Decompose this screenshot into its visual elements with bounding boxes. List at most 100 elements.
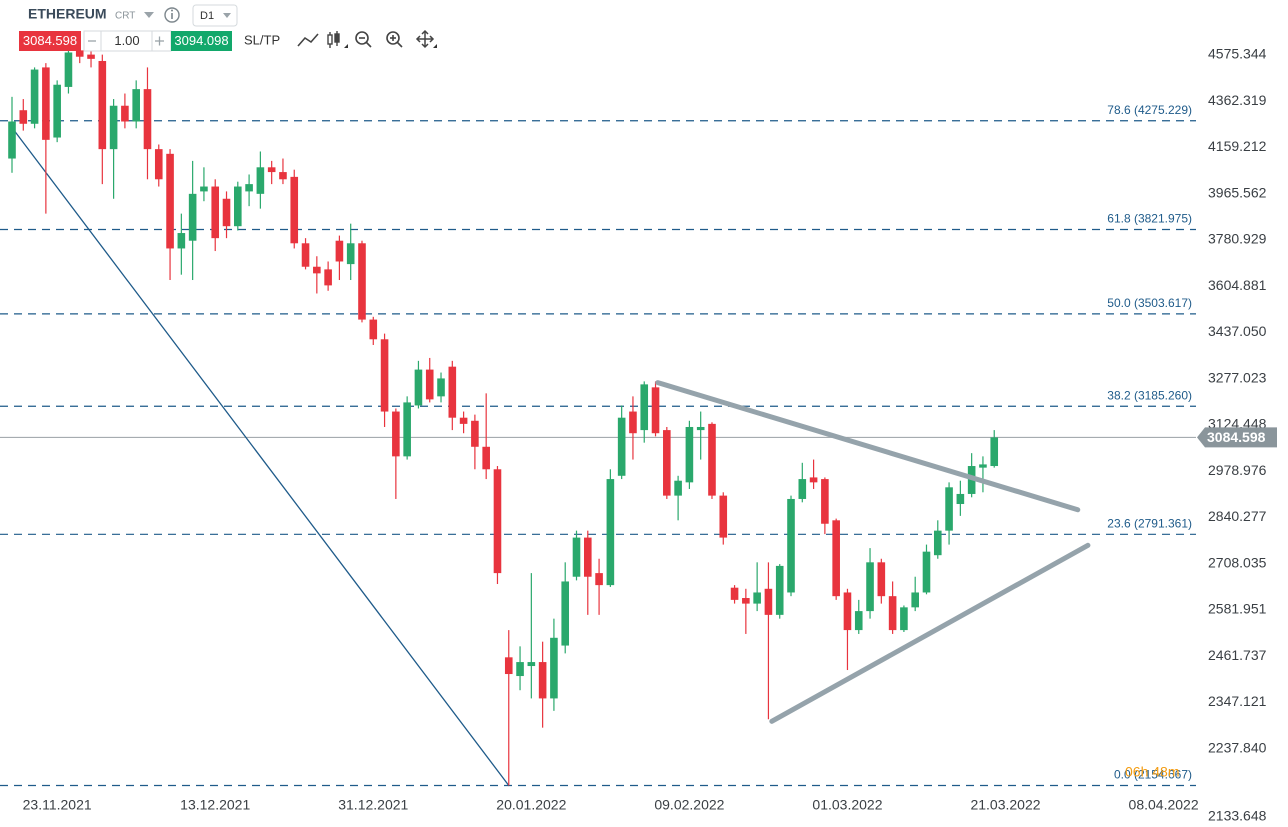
candle-body — [403, 402, 411, 457]
candle-body — [629, 411, 637, 434]
y-tick-label: 2133.648 — [1208, 808, 1267, 824]
candle-body — [245, 184, 253, 192]
sell-price: 3084.598 — [23, 33, 77, 48]
trend-line — [655, 380, 1081, 513]
line-chart-icon[interactable] — [297, 33, 319, 47]
candle-body — [595, 573, 603, 586]
candle-body — [482, 446, 490, 470]
y-tick-label: 2347.121 — [1208, 693, 1267, 709]
trend-line — [11, 127, 510, 787]
x-tick-label: 21.03.2022 — [970, 797, 1040, 813]
candle-body — [651, 387, 660, 434]
candle-body — [719, 495, 728, 538]
info-icon-dot — [171, 9, 173, 12]
candle-body — [538, 662, 547, 699]
candle-body — [143, 89, 152, 150]
candle-body — [188, 193, 197, 241]
price-marker-label: 3084.598 — [1207, 429, 1266, 445]
x-tick-label: 13.12.2021 — [180, 797, 250, 813]
plot-area: 78.6 (4275.229) 61.8 (3821.975) 50.0 (3503… — [0, 41, 1277, 824]
candle-body — [267, 167, 276, 173]
y-tick-label: 2840.277 — [1208, 508, 1267, 524]
corner-mark — [433, 44, 437, 48]
candle-body — [64, 52, 73, 87]
y-tick-label: 2461.737 — [1208, 647, 1267, 663]
candle-body — [809, 477, 818, 483]
candle-body — [504, 657, 513, 675]
candle-body — [177, 233, 186, 249]
candle-body — [561, 581, 570, 646]
candle-icon[interactable] — [327, 31, 340, 48]
candle-body — [471, 420, 479, 447]
candle-body — [53, 84, 61, 138]
candle-body — [313, 266, 321, 274]
zoom-out-icon[interactable] — [355, 31, 372, 48]
sltp-button[interactable]: SL/TP — [244, 32, 280, 47]
x-tick-label: 08.04.2022 — [1129, 797, 1199, 813]
trend-line — [769, 542, 1091, 724]
fib-level-label: 38.2 (3185.260) — [1107, 388, 1192, 402]
candle-body — [234, 186, 242, 227]
candle-body — [922, 551, 931, 593]
candle-body — [787, 498, 795, 593]
candle-body — [132, 89, 140, 122]
candle-body — [583, 537, 592, 577]
sell-button[interactable] — [19, 31, 81, 51]
candle-body — [42, 67, 50, 140]
candle-body — [640, 384, 649, 431]
candle-body — [87, 54, 95, 59]
candle-body — [75, 50, 84, 57]
candle-body — [19, 110, 28, 124]
y-tick-label: 4575.344 — [1208, 46, 1267, 62]
candle-body — [956, 493, 965, 505]
candle-body — [572, 537, 581, 577]
candle-body — [854, 611, 863, 631]
fib-level-label: 78.6 (4275.229) — [1107, 103, 1192, 117]
timeframe: D1 — [200, 10, 214, 22]
candle-body — [764, 588, 773, 615]
x-tick-label: 09.02.2022 — [654, 797, 724, 813]
candle-body — [900, 607, 908, 631]
candle-body — [753, 592, 761, 604]
buy-button[interactable] — [171, 31, 232, 51]
candle-body — [617, 417, 626, 476]
candle-body — [437, 378, 445, 397]
y-tick-label: 2708.035 — [1208, 554, 1267, 570]
candle-body — [708, 423, 716, 496]
x-tick-label: 31.12.2021 — [338, 797, 408, 813]
y-tick-label: 4362.319 — [1208, 92, 1267, 108]
candle-body — [775, 565, 784, 615]
candle-body — [979, 464, 987, 468]
candle-body — [301, 243, 310, 267]
candle-body — [832, 520, 840, 597]
timeframe-caret — [223, 13, 231, 18]
dropdown-icon[interactable] — [144, 12, 154, 18]
candle-body — [843, 592, 852, 631]
y-tick-label: 2978.976 — [1208, 462, 1267, 478]
y-tick-label: 3780.929 — [1208, 231, 1267, 247]
symbol[interactable]: ETHEREUM — [28, 6, 107, 22]
price-marker — [1197, 427, 1277, 448]
candle-body — [674, 480, 682, 496]
symbol-tag: CRT — [115, 11, 135, 22]
zoom-in-icon[interactable] — [386, 31, 403, 48]
candle-body — [369, 319, 378, 340]
info-icon[interactable] — [164, 7, 180, 23]
move-icon[interactable] — [415, 29, 435, 49]
candle-body — [324, 269, 332, 286]
candle-body — [798, 479, 807, 499]
timeframe-box[interactable] — [192, 4, 238, 27]
y-tick-label: 3604.881 — [1208, 277, 1267, 293]
corner-mark — [344, 44, 348, 48]
x-tick-label: 23.11.2021 — [23, 797, 92, 813]
candle-body — [279, 172, 287, 180]
y-tick-label: 2237.840 — [1208, 739, 1267, 755]
volume: 1.00 — [114, 33, 139, 48]
candle-body — [121, 105, 129, 122]
y-tick-label: 3277.023 — [1208, 369, 1267, 385]
candle-body — [425, 369, 434, 400]
candle-body — [448, 366, 457, 418]
fib-level-label: 61.8 (3821.975) — [1107, 212, 1192, 226]
candle-body — [346, 243, 355, 265]
y-tick-label: 2581.951 — [1208, 601, 1267, 617]
